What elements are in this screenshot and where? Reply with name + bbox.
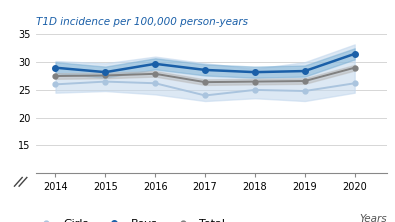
Legend: Girls, Boys, Total: Girls, Boys, Total xyxy=(34,219,226,222)
Text: T1D incidence per 100,000 person-years: T1D incidence per 100,000 person-years xyxy=(36,17,248,27)
Text: Years: Years xyxy=(359,214,387,222)
